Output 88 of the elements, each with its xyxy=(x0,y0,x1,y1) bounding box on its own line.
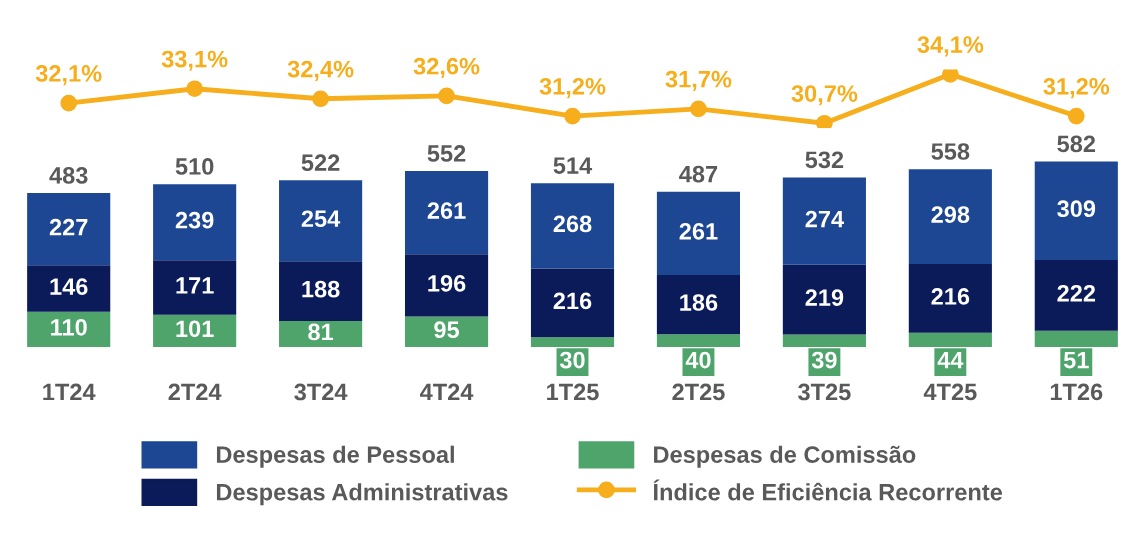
point xyxy=(564,107,581,125)
bar xyxy=(27,265,111,312)
data-label: 171 xyxy=(176,277,214,294)
data-label: 101 xyxy=(176,320,214,338)
data-label: 110 xyxy=(51,318,87,336)
data-label: 186 xyxy=(680,294,718,311)
x-tick-label: 2T24 xyxy=(168,383,222,401)
bar xyxy=(908,264,992,333)
x-tick-label: 4T25 xyxy=(923,383,977,401)
legend-label: Índice de Eficiência Recorrente xyxy=(653,479,1003,501)
data-label: 31,2% xyxy=(1043,78,1110,99)
data-label: 32,6% xyxy=(413,57,480,78)
data-label: 222 xyxy=(1057,284,1096,302)
point xyxy=(1067,107,1085,125)
bar xyxy=(279,261,363,322)
total-label: 514 xyxy=(553,157,593,174)
bar xyxy=(279,321,363,347)
data-label: 51 xyxy=(1063,351,1089,369)
data-label: 40 xyxy=(685,351,711,369)
data-label: 216 xyxy=(931,288,970,305)
data-label: 31,7% xyxy=(665,70,732,91)
point xyxy=(816,114,833,129)
x-tick-label: 1T25 xyxy=(547,383,599,401)
bar xyxy=(27,311,111,347)
point xyxy=(60,94,78,112)
data-label: 34,1% xyxy=(917,36,984,57)
bar xyxy=(530,183,615,269)
total-label: 487 xyxy=(679,165,718,183)
data-label: 81 xyxy=(308,323,334,341)
data-label: 32,4% xyxy=(287,60,354,81)
x-tick-label: 3T25 xyxy=(798,383,851,401)
legend-label: Despesas de Comissão xyxy=(654,445,916,468)
bar xyxy=(782,264,866,335)
total-label: 522 xyxy=(301,154,340,172)
bar xyxy=(908,169,992,265)
bar xyxy=(1034,259,1118,331)
data-label: 32,1% xyxy=(35,65,102,86)
data-label: 239 xyxy=(175,211,214,229)
data-label: 254 xyxy=(301,210,341,228)
x-tick-label: 1T24 xyxy=(43,383,96,401)
legend-label: Despesas Administrativas xyxy=(216,483,508,506)
bar xyxy=(530,268,615,338)
bar xyxy=(279,180,363,262)
bar xyxy=(153,184,237,261)
x-tick-label: 3T24 xyxy=(294,383,348,401)
x-tick-label: 1T26 xyxy=(1050,383,1103,401)
total-label: 582 xyxy=(1057,135,1096,153)
bar xyxy=(27,193,111,266)
point xyxy=(312,90,329,108)
total-label: 510 xyxy=(175,158,214,175)
bar xyxy=(782,177,866,265)
bar xyxy=(656,274,741,335)
bar xyxy=(656,191,741,275)
data-label: 31,2% xyxy=(539,78,606,99)
data-label: 30 xyxy=(559,351,585,369)
total-label: 552 xyxy=(427,145,466,162)
point xyxy=(438,87,455,105)
data-label: 219 xyxy=(805,289,844,306)
data-label: 39 xyxy=(811,351,837,369)
data-label: 30,7% xyxy=(791,85,858,106)
data-label: 261 xyxy=(427,202,466,219)
total-label: 483 xyxy=(49,167,88,184)
data-label: 227 xyxy=(49,218,88,236)
data-label: 298 xyxy=(931,206,970,223)
data-label: 188 xyxy=(302,280,340,298)
total-label: 532 xyxy=(805,151,844,169)
data-label: 261 xyxy=(679,222,718,240)
data-label: 196 xyxy=(428,275,466,292)
data-label: 309 xyxy=(1057,200,1096,218)
data-label: 44 xyxy=(937,351,964,369)
bar xyxy=(153,260,237,315)
point xyxy=(690,100,707,118)
bar xyxy=(404,316,489,347)
legend-label: Despesas de Pessoal xyxy=(216,445,454,468)
point xyxy=(942,69,959,83)
x-tick-label: 4T24 xyxy=(420,383,474,401)
data-label: 33,1% xyxy=(161,50,228,71)
data-label: 274 xyxy=(805,210,844,228)
bar xyxy=(1034,161,1118,260)
bar xyxy=(404,171,489,255)
total-label: 558 xyxy=(931,143,970,160)
x-tick-label: 2T25 xyxy=(672,383,725,401)
data-label: 146 xyxy=(50,278,88,295)
data-label: 216 xyxy=(553,292,592,310)
data-label: 95 xyxy=(434,321,460,339)
bar xyxy=(404,254,489,317)
point xyxy=(186,80,203,98)
data-label: 268 xyxy=(553,215,592,233)
